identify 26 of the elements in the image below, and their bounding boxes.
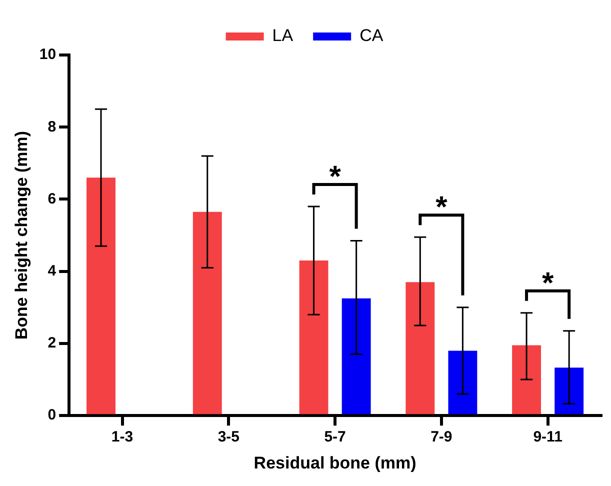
y-tick-label: 8	[48, 118, 56, 136]
bar	[448, 350, 478, 414]
bar	[512, 345, 541, 414]
bar	[299, 260, 328, 414]
x-tick-label: 3-5	[218, 428, 240, 446]
x-tick-label: 1-3	[111, 428, 134, 446]
annotation: *	[329, 160, 342, 194]
x-tick-label: 5-7	[324, 428, 346, 446]
x-tick-label: 7-9	[430, 428, 452, 446]
x-tick-label: 9-11	[533, 428, 562, 446]
bar	[406, 282, 435, 414]
legend-label: LA	[272, 26, 294, 46]
y-tick-label: 2	[48, 334, 56, 352]
bar	[86, 178, 116, 414]
bar	[342, 298, 371, 414]
y-tick-label: 10	[39, 46, 56, 64]
y-tick-label: 0	[48, 406, 56, 424]
annotation: *	[542, 266, 554, 300]
legend-label: CA	[360, 26, 384, 46]
y-axis-title: Bone height change (mm)	[12, 130, 31, 340]
y-tick-label: 4	[48, 262, 57, 280]
annotation: *	[436, 191, 448, 224]
y-tick-label: 6	[48, 190, 56, 208]
bar	[554, 368, 584, 414]
x-axis-title: Residual bone (mm)	[254, 453, 416, 472]
bar	[192, 212, 222, 414]
